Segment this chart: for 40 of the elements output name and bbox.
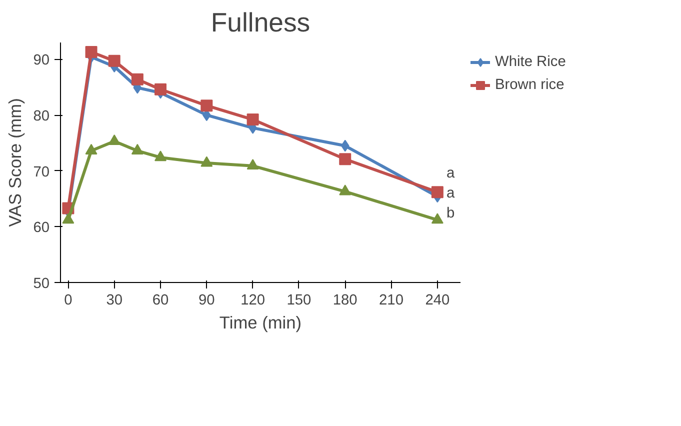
x-tick-label: 180 (332, 292, 358, 308)
annotation: a (446, 186, 456, 202)
x-tick-label: 210 (379, 292, 404, 308)
legend-label: Brown rice (495, 77, 564, 93)
point (339, 184, 352, 196)
point (108, 134, 120, 145)
x-tick-label: 240 (425, 292, 450, 308)
point (431, 213, 444, 224)
x-tick-label: 30 (106, 292, 123, 308)
point (246, 114, 259, 126)
y-axis-title: VAS Score (mm) (5, 98, 26, 227)
x-tick-label: 60 (152, 292, 169, 308)
y-tick-label: 80 (33, 108, 50, 125)
y-tick-label: 90 (33, 52, 50, 69)
chart-title: Fullness (210, 8, 310, 38)
point (108, 54, 120, 67)
y-tick-label: 60 (33, 220, 50, 236)
y-tick-label: 50 (33, 276, 50, 292)
point (246, 159, 259, 170)
y-tick-label: 70 (33, 164, 50, 180)
x-tick-label: 120 (240, 292, 266, 308)
point (154, 83, 166, 96)
point (200, 156, 213, 167)
x-tick-label: 150 (286, 292, 312, 308)
annotation: a (446, 166, 456, 182)
point (340, 140, 350, 152)
x-tick-label: 90 (198, 292, 215, 308)
point (85, 144, 98, 154)
point (200, 100, 213, 112)
x-axis-title: Time (min) (219, 312, 302, 332)
point (85, 46, 98, 58)
point (431, 186, 444, 198)
point (339, 153, 352, 166)
point (131, 144, 144, 154)
x-tick-label: 0 (64, 292, 72, 308)
point (131, 73, 144, 86)
legend-label: White Rice (495, 54, 566, 70)
annotation: b (446, 206, 455, 222)
point (154, 150, 166, 162)
point (62, 213, 74, 224)
